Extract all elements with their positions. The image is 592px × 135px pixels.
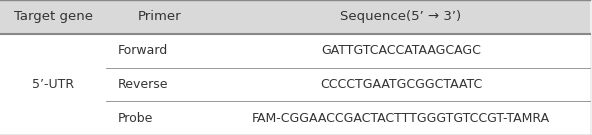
Text: Reverse: Reverse [118, 78, 169, 91]
Bar [0, 68, 106, 101]
Bar [106, 0, 213, 34]
Text: Primer: Primer [137, 10, 181, 23]
Bar [213, 0, 590, 34]
Bar [213, 34, 590, 68]
Bar [106, 34, 213, 68]
Text: Target gene: Target gene [14, 10, 92, 23]
Text: 5’-UTR: 5’-UTR [32, 78, 74, 91]
Text: Sequence(5’ → 3’): Sequence(5’ → 3’) [340, 10, 462, 23]
Bar [0, 34, 106, 68]
Bar [213, 101, 590, 135]
Text: Probe: Probe [118, 112, 153, 125]
Text: FAM-CGGAACCGACTACTTTGGGTGTCCGT-TAMRA: FAM-CGGAACCGACTACTTTGGGTGTCCGT-TAMRA [252, 112, 550, 125]
Bar [106, 101, 213, 135]
Bar [0, 0, 106, 34]
Text: GATTGTCACCATAAGCAGC: GATTGTCACCATAAGCAGC [321, 44, 481, 57]
Text: CCCCTGAATGCGGCTAATC: CCCCTGAATGCGGCTAATC [320, 78, 482, 91]
Bar [0, 101, 106, 135]
Bar [106, 68, 213, 101]
Text: Forward: Forward [118, 44, 168, 57]
Bar [213, 68, 590, 101]
